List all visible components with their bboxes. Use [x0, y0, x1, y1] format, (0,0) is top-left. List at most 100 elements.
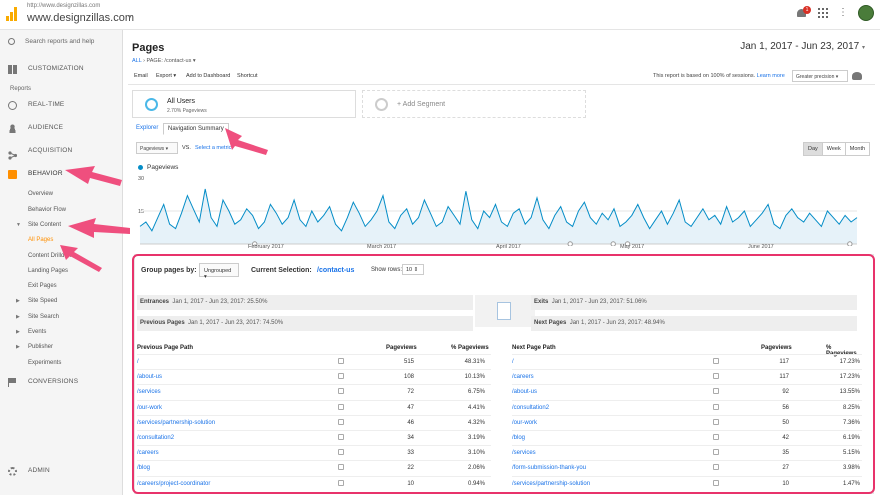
annotation-marker	[252, 241, 258, 246]
vs-label: VS.	[182, 145, 191, 151]
open-page-icon[interactable]	[713, 449, 719, 456]
annotation-marker	[567, 241, 573, 246]
shield-icon[interactable]	[852, 72, 862, 80]
open-page-icon[interactable]	[338, 373, 344, 380]
triangle-right-icon: ▶	[16, 314, 20, 320]
tab-explorer[interactable]: Explorer	[136, 125, 159, 131]
metric-select[interactable]: Pageviews ▾	[136, 142, 178, 154]
pct-pageviews-value: 7.36%	[842, 419, 860, 426]
open-page-icon[interactable]	[713, 464, 719, 471]
pageviews-value: 515	[403, 359, 414, 365]
breadcrumb-all[interactable]: ALL	[132, 58, 142, 64]
page-path-link[interactable]: /blog	[137, 465, 151, 472]
segment-all-users[interactable]: All Users 2.70% Pageviews	[132, 90, 356, 118]
page-path-link[interactable]: /consultation2	[512, 404, 550, 411]
day-button[interactable]: Day	[804, 143, 822, 155]
add-segment-button[interactable]: + Add Segment	[362, 90, 586, 118]
page-path-link[interactable]: /careers	[137, 450, 159, 457]
page-path-link[interactable]: /services	[512, 450, 536, 457]
column-header[interactable]: Previous Page Path	[137, 345, 194, 351]
page-icon	[497, 302, 511, 320]
open-page-icon[interactable]	[713, 373, 719, 380]
breadcrumb-page[interactable]: PAGE: /contact-us	[146, 58, 192, 64]
pct-pageviews-value: 17.23%	[839, 359, 860, 365]
page-path-link[interactable]: /services/partnership-solution	[512, 480, 591, 487]
pct-pageviews-value: 8.25%	[842, 404, 860, 411]
pct-pageviews-value: 13.55%	[839, 389, 860, 396]
column-header[interactable]: Next Page Path	[512, 345, 556, 351]
page-path-link[interactable]: /services	[137, 389, 161, 396]
analytics-logo-icon[interactable]	[6, 7, 18, 21]
page-path-link[interactable]: /	[137, 359, 139, 365]
month-button[interactable]: Month	[844, 143, 869, 155]
page-path-link[interactable]: /our-work	[512, 419, 538, 426]
search-input[interactable]: Search reports and help	[8, 38, 94, 45]
caret-down-icon[interactable]: ▾	[128, 14, 132, 21]
open-page-icon[interactable]	[338, 479, 344, 486]
page-path-link[interactable]: /careers	[512, 374, 534, 381]
sampling-note: This report is based on 100% of sessions…	[653, 73, 785, 79]
triangle-right-icon: ▶	[16, 344, 20, 350]
page-path-link[interactable]: /about-us	[137, 374, 163, 381]
export-button[interactable]: Export ▾	[156, 73, 177, 79]
bell-icon[interactable]: 1	[796, 6, 811, 20]
open-page-icon[interactable]	[338, 403, 344, 410]
table-row: / 515 48.31%	[137, 354, 491, 369]
more-vert-icon[interactable]: ⋮	[838, 7, 848, 18]
current-selection-value[interactable]: /contact-us	[317, 267, 355, 274]
account-name[interactable]: www.designzillas.com	[27, 12, 134, 24]
annotation-marker	[624, 241, 631, 246]
week-button[interactable]: Week	[821, 143, 845, 155]
pageviews-value: 50	[782, 419, 789, 426]
page-path-link[interactable]: /about-us	[512, 389, 538, 396]
select-metric-link[interactable]: Select a metric	[195, 145, 232, 151]
pct-pageviews-value: 0.94%	[467, 480, 485, 487]
table-row: /careers 33 3.10%	[137, 445, 491, 460]
y-tick-label: 30	[138, 176, 145, 182]
open-page-icon[interactable]	[338, 464, 344, 471]
tab-navigation-summary[interactable]: Navigation Summary	[163, 123, 229, 135]
search-icon	[8, 38, 15, 45]
column-header[interactable]: Pageviews	[386, 345, 417, 351]
open-page-icon[interactable]	[713, 388, 719, 395]
date-range-picker[interactable]: Jan 1, 2017 - Jun 23, 2017 ▾	[740, 41, 865, 52]
open-page-icon[interactable]	[713, 479, 719, 486]
pageviews-value: 34	[407, 435, 414, 441]
pct-pageviews-value: 48.31%	[464, 359, 485, 365]
table-row: /services 35 5.15%	[512, 445, 862, 460]
show-rows-select[interactable]: 10 ⇕	[402, 264, 424, 275]
pageviews-value: 47	[407, 404, 414, 411]
open-page-icon[interactable]	[338, 434, 344, 440]
notification-badge: 1	[803, 6, 811, 14]
page-path-link[interactable]: /careers/project-coordinator	[137, 480, 211, 487]
precision-select[interactable]: Greater precision ▾	[792, 70, 848, 82]
open-page-icon[interactable]	[713, 418, 719, 425]
open-page-icon[interactable]	[338, 418, 344, 425]
open-page-icon[interactable]	[713, 434, 719, 440]
column-header[interactable]: % Pageviews	[451, 345, 489, 351]
learn-more-link[interactable]: Learn more	[756, 73, 785, 79]
page-path-link[interactable]: /blog	[512, 435, 526, 441]
pct-pageviews-value: 2.06%	[467, 465, 485, 472]
email-button[interactable]: Email	[134, 73, 148, 79]
group-pages-select[interactable]: Ungrouped ▾	[199, 263, 239, 280]
pageviews-chart[interactable]	[128, 174, 875, 246]
column-header[interactable]: Pageviews	[761, 345, 792, 351]
avatar[interactable]	[858, 5, 874, 21]
page-path-link[interactable]: /consultation2	[137, 435, 175, 441]
open-page-icon[interactable]	[338, 449, 344, 456]
open-page-icon[interactable]	[713, 403, 719, 410]
page-path-link[interactable]: /our-work	[137, 404, 163, 411]
apps-grid-icon[interactable]	[818, 8, 828, 18]
add-dashboard-button[interactable]: Add to Dashboard	[186, 73, 231, 79]
open-page-icon[interactable]	[713, 358, 719, 364]
page-path-link[interactable]: /	[512, 359, 514, 365]
open-page-icon[interactable]	[338, 388, 344, 395]
behavior-icon	[8, 170, 17, 179]
entrances-box: Entrances Jan 1, 2017 - Jun 23, 2017: 25…	[137, 295, 473, 310]
page-path-link[interactable]: /services/partnership-solution	[137, 419, 216, 426]
open-page-icon[interactable]	[338, 358, 344, 364]
shortcut-button[interactable]: Shortcut	[237, 73, 258, 79]
legend-label: Pageviews	[147, 164, 179, 171]
page-path-link[interactable]: /form-submission-thank-you	[512, 465, 587, 472]
